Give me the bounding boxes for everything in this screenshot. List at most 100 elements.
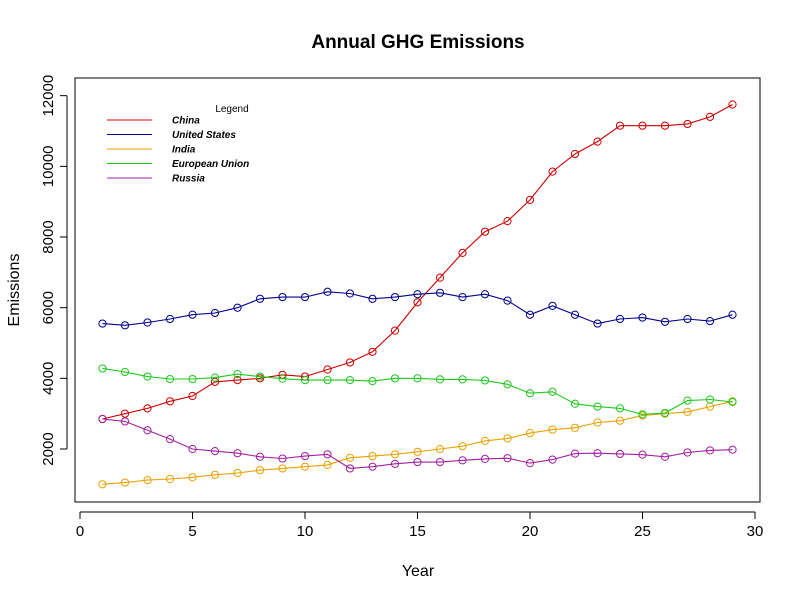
x-tick-label: 15 (409, 523, 426, 540)
data-point-india (458, 442, 467, 451)
x-tick-label: 25 (634, 523, 651, 540)
legend-label-china: China (172, 116, 200, 127)
data-point-european-union (98, 364, 107, 373)
data-point-india (683, 407, 692, 416)
y-tick-label: 2000 (40, 432, 57, 465)
data-point-china (728, 100, 737, 109)
data-point-china (458, 248, 467, 257)
data-point-united-states (98, 319, 107, 328)
data-point-united-states (660, 317, 670, 326)
data-point-india (525, 429, 535, 438)
data-point-india (278, 464, 287, 473)
data-point-european-union (683, 396, 692, 405)
data-point-russia (323, 450, 332, 459)
legend-label-russia: Russia (172, 174, 205, 185)
data-point-china (120, 409, 130, 418)
data-point-russia (390, 459, 400, 468)
data-point-european-union (143, 372, 152, 381)
series-line-india (102, 400, 733, 485)
data-point-european-union (525, 389, 535, 398)
x-axis-label: Year (402, 563, 435, 580)
data-point-china (593, 137, 602, 146)
plot-frame (74, 77, 761, 503)
legend-label-united-states: United States (172, 130, 236, 141)
data-point-china (210, 377, 220, 386)
data-point-india (368, 451, 377, 461)
data-point-european-union (390, 374, 400, 383)
data-point-united-states (638, 313, 647, 322)
chart-title: Annual GHG Emissions (311, 32, 524, 53)
data-point-european-union (413, 374, 422, 383)
data-point-india (390, 450, 400, 459)
data-point-india (593, 418, 602, 427)
data-point-india (615, 416, 625, 425)
legend-label-european-union: European Union (172, 159, 249, 170)
data-point-united-states (458, 292, 467, 302)
data-point-china (480, 227, 490, 236)
series-russia (98, 414, 737, 473)
data-point-united-states (255, 294, 265, 303)
data-point-european-union (278, 374, 287, 383)
data-point-china (390, 326, 400, 335)
data-point-united-states (480, 290, 490, 299)
data-point-china (525, 195, 535, 204)
data-point-united-states (120, 321, 130, 330)
series-line-european-union (102, 367, 733, 415)
data-point-india (233, 468, 242, 478)
data-point-china (165, 397, 175, 406)
data-point-united-states (570, 310, 580, 319)
data-point-india (210, 470, 220, 479)
data-point-european-union (120, 367, 130, 377)
data-point-united-states (165, 314, 175, 324)
data-point-china (660, 121, 670, 130)
legend-label-india: India (172, 145, 196, 156)
data-point-european-union (323, 376, 332, 385)
series-european-union (98, 364, 737, 419)
data-point-european-union (435, 375, 445, 384)
axes: 0 5 10 15 20 25 30 2000 4000 6000 8000 10000 12000 (40, 75, 763, 540)
data-point-united-states (300, 292, 310, 302)
data-point-united-states (593, 319, 602, 328)
data-point-india (98, 480, 107, 489)
x-tick-label: 5 (188, 523, 196, 540)
y-tick-label: 10000 (40, 145, 57, 187)
data-point-india (345, 453, 355, 462)
data-point-china (548, 167, 557, 176)
data-point-united-states (728, 310, 737, 319)
data-point-india (323, 460, 332, 469)
data-point-russia (233, 449, 242, 458)
legend: Legend China United States India European Un… (107, 104, 249, 185)
series-china (98, 100, 737, 424)
data-point-russia (368, 462, 377, 471)
data-point-russia (278, 454, 287, 463)
data-point-china (638, 121, 647, 130)
data-point-european-union (593, 402, 602, 411)
data-point-russia (548, 455, 557, 464)
data-point-united-states (615, 314, 625, 324)
data-point-russia (638, 450, 647, 459)
data-point-european-union (548, 387, 557, 396)
data-point-china (435, 273, 445, 282)
data-point-china (233, 376, 242, 385)
data-point-european-union (728, 397, 737, 407)
data-point-russia (210, 447, 220, 456)
data-point-united-states (390, 292, 400, 302)
data-point-china (413, 298, 422, 307)
data-point-russia (593, 449, 602, 458)
legend-title: Legend (215, 104, 248, 115)
y-tick-label: 8000 (40, 220, 57, 253)
data-point-european-union (368, 377, 377, 386)
data-point-european-union (705, 395, 715, 404)
y-tick-label: 4000 (40, 362, 57, 395)
data-point-india (300, 462, 310, 471)
data-point-china (683, 119, 692, 129)
data-point-european-union (503, 380, 512, 389)
data-point-china (345, 358, 355, 367)
data-point-india (480, 436, 490, 445)
data-point-russia (255, 452, 265, 461)
data-point-russia (98, 414, 107, 424)
data-point-china (615, 121, 625, 130)
data-point-european-union (233, 369, 242, 379)
data-point-russia (435, 457, 445, 467)
y-tick-label: 6000 (40, 291, 57, 324)
